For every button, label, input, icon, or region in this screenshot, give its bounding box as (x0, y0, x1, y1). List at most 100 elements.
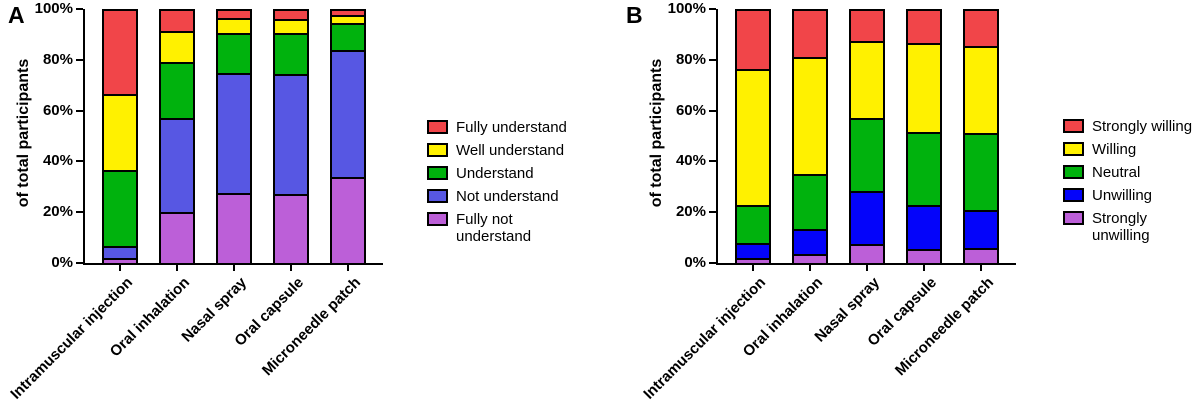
panel-a-legend-label: Fully not understand (456, 211, 532, 245)
panel-a-x-tick (176, 265, 178, 271)
panel-b-bar-segment (792, 254, 828, 263)
panel-b-legend-label: Neutral (1092, 164, 1141, 181)
panel-b-legend-item: Neutral (1063, 164, 1140, 181)
panel-a-bar-segment (330, 177, 366, 263)
panel-b-bar-segment (849, 41, 885, 118)
panel-a-y-tick (76, 160, 83, 163)
panel-a-y-tick-label: 100% (34, 0, 73, 17)
panel-a-legend-label: Fully understand (456, 119, 567, 136)
panel-a-legend-swatch (427, 143, 448, 157)
panel-b-bar-segment (735, 69, 771, 205)
panel-a-bar-segment (159, 212, 195, 263)
panel-b-letter: B (626, 2, 643, 28)
panel-a-bar-segment (159, 31, 195, 62)
panel-b-legend-swatch (1063, 119, 1084, 133)
panel-a-legend-swatch (427, 189, 448, 203)
panel-a-legend-swatch (427, 212, 448, 226)
panel-b-bar-segment (792, 229, 828, 254)
panel-a-legend-label: Not understand (456, 188, 559, 205)
panel-b-y-tick (709, 211, 716, 214)
panel-b-bar-segment (906, 205, 942, 249)
panel-b-y-tick (709, 8, 716, 10)
panel-b-bar-segment (963, 248, 999, 263)
panel-b-bar-segment (963, 9, 999, 46)
panel-b-legend-swatch (1063, 211, 1084, 225)
panel-b-x-tick (809, 265, 811, 271)
panel-b-legend-label: Strongly unwilling (1092, 210, 1150, 244)
panel-b-bar-segment (906, 249, 942, 263)
panel-b-legend-label: Strongly willing (1092, 118, 1193, 135)
panel-b-legend-swatch (1063, 142, 1084, 156)
panel-b-y-tick-label: 0% (684, 254, 706, 271)
panel-a-y-tick-label: 40% (42, 152, 73, 170)
panel-b-y-tick-label: 40% (675, 152, 706, 170)
panel-b-y-tick-label: 100% (667, 0, 706, 17)
panel-a-bar-segment (159, 118, 195, 212)
panel-a-bar-segment (330, 9, 366, 15)
panel-a-bar-segment (330, 23, 366, 50)
panel-b-y-tick (709, 58, 716, 61)
panel-b-y-tick (709, 160, 716, 163)
panel-b-x-tick (866, 265, 868, 271)
panel-a-letter: A (8, 2, 25, 28)
panel-a-y-tick-label: 20% (42, 203, 73, 221)
panel-b-bar-segment (735, 243, 771, 258)
panel-b-bar-segment (906, 132, 942, 205)
panel-a-bar-segment (273, 19, 309, 33)
panel-a-x-tick (233, 265, 235, 271)
panel-b-x-tick (980, 265, 982, 271)
panel-b-bar-segment (906, 43, 942, 132)
panel-b-bar-segment (792, 57, 828, 174)
panel-b-legend-label: Unwilling (1092, 187, 1153, 204)
panel-b-legend-swatch (1063, 165, 1084, 179)
panel-a-y-tick (76, 262, 83, 264)
panel-b-y-axis (716, 9, 718, 265)
panel-b-bar-segment (963, 133, 999, 210)
panel-a-bar-segment (330, 15, 366, 23)
panel-a-bar-segment (216, 9, 252, 18)
panel-a-x-tick (119, 265, 121, 271)
panel-a-x-axis (83, 263, 383, 265)
panel-a-legend-item: Fully not understand (427, 211, 574, 245)
panel-b-bar-segment (849, 9, 885, 41)
panel-b-bar-segment (906, 9, 942, 43)
panel-b-category-label: Intramuscular injection (640, 274, 770, 400)
panel-a-legend-item: Not understand (427, 188, 559, 205)
panel-b-bar-segment (735, 205, 771, 243)
panel-b-bar-segment (849, 118, 885, 191)
panel-a-legend-item: Understand (427, 165, 534, 182)
panel-b-y-axis-title: of total participants (648, 58, 665, 208)
panel-a-y-axis-title: of total participants (15, 58, 32, 208)
panel-b-legend-swatch (1063, 188, 1084, 202)
panel-b-x-tick (752, 265, 754, 271)
panel-b-legend-item: Strongly willing (1063, 118, 1192, 135)
panel-a-bar-segment (102, 246, 138, 258)
panel-b-y-tick (709, 262, 716, 264)
panel-b-legend-item: Unwilling (1063, 187, 1152, 204)
panel-a-y-tick (76, 58, 83, 61)
panel-b-bar-segment (963, 46, 999, 133)
panel-a-bar-segment (273, 9, 309, 19)
panel-b-y-tick-label: 20% (675, 203, 706, 221)
panel-a-x-tick (290, 265, 292, 271)
panel-a-legend-swatch (427, 120, 448, 134)
panel-b-bar-segment (963, 210, 999, 248)
panel-a-bar-segment (330, 50, 366, 177)
panel-a-y-tick-label: 0% (51, 254, 73, 271)
panel-a-bar-segment (102, 258, 138, 263)
panel-a-bar-segment (159, 9, 195, 31)
panel-a-y-tick (76, 211, 83, 214)
panel-a-bar-segment (159, 62, 195, 118)
panel-b-y-tick (709, 109, 716, 112)
panel-b-legend-item: Strongly unwilling (1063, 210, 1200, 244)
panel-b-legend-item: Willing (1063, 141, 1136, 158)
panel-a-legend-item: Well understand (427, 142, 564, 159)
panel-a-bar-segment (273, 194, 309, 263)
panel-a-y-tick-label: 60% (42, 101, 73, 119)
panel-a-legend-swatch (427, 166, 448, 180)
panel-a-x-tick (347, 265, 349, 271)
panel-b-x-tick (923, 265, 925, 271)
panel-a-y-axis (83, 9, 85, 265)
panel-a-bar-segment (102, 170, 138, 246)
